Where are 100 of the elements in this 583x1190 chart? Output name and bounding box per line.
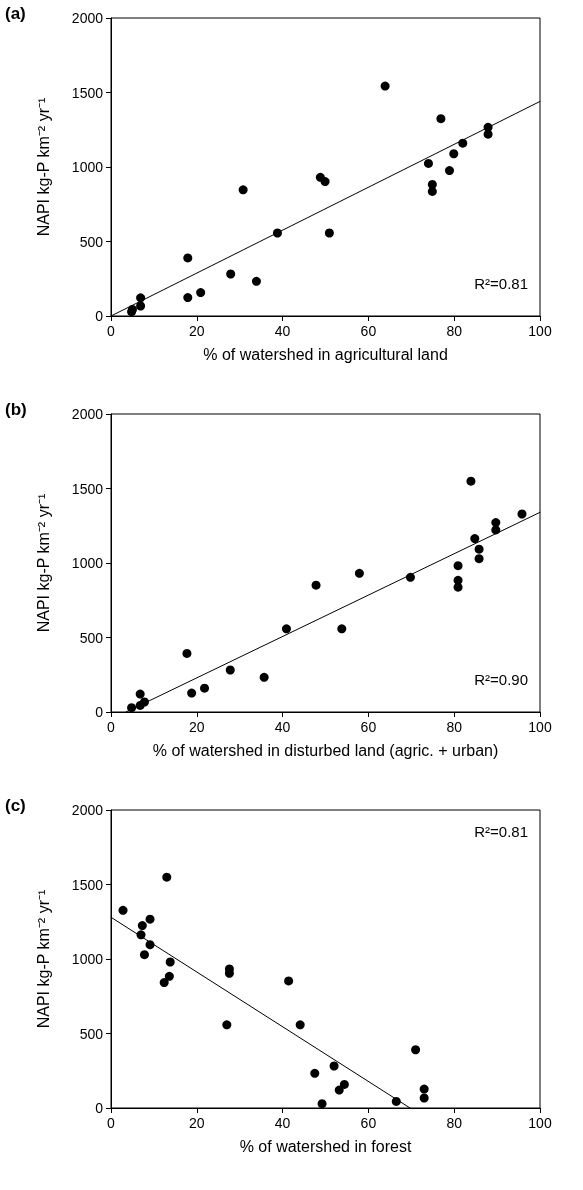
point (139, 950, 149, 960)
point (317, 1099, 327, 1109)
y-axis-title: NAPI kg-P km⁻² yr⁻¹ (34, 493, 52, 633)
y-tick-label: 0 (95, 308, 104, 324)
y-tick-label: 1500 (71, 480, 104, 497)
y-axis-title: NAPI kg-P km⁻² yr⁻¹ (34, 97, 52, 237)
y-tick-label: 1000 (71, 159, 104, 175)
point (419, 1084, 429, 1094)
point (165, 957, 175, 967)
x-axis-title: % of watershed in disturbed land (agric. + urban) (152, 741, 499, 759)
point (324, 228, 334, 238)
point (423, 158, 433, 168)
point (238, 185, 248, 195)
x-tick-label: 80 (446, 1115, 463, 1131)
point (187, 688, 197, 698)
point (127, 703, 137, 713)
annotation: R²=0.81 (474, 823, 529, 840)
chart-title: (b) (5, 400, 27, 419)
point (419, 1093, 429, 1103)
point (136, 293, 146, 303)
point (458, 138, 468, 148)
point (436, 114, 446, 124)
point (311, 580, 321, 590)
point (391, 1096, 401, 1106)
point (411, 1045, 421, 1055)
point (183, 293, 193, 303)
point (145, 940, 155, 950)
point (517, 509, 527, 519)
chart-title: (c) (5, 796, 26, 815)
point (164, 971, 174, 981)
y-tick-label: 0 (95, 1100, 104, 1116)
point (251, 276, 261, 286)
point (281, 624, 291, 634)
x-tick-label: 80 (446, 719, 463, 735)
y-tick-label: 1500 (71, 876, 104, 893)
y-tick-label: 2000 (71, 406, 104, 422)
point (159, 978, 169, 988)
y-tick-label: 2000 (71, 10, 104, 26)
point (337, 624, 347, 634)
point (491, 518, 501, 528)
point (339, 1079, 349, 1089)
x-tick-label: 100 (528, 719, 552, 735)
x-axis-title: % of watershed in forest (239, 1137, 412, 1155)
point (405, 572, 415, 582)
y-tick-label: 1000 (71, 555, 104, 571)
y-axis-title: NAPI kg-P km⁻² yr⁻¹ (34, 889, 52, 1029)
x-tick-label: 0 (107, 719, 116, 735)
point (259, 672, 269, 682)
x-tick-label: 60 (360, 323, 377, 339)
x-tick-label: 60 (360, 719, 377, 735)
point (136, 930, 146, 940)
point (329, 1061, 339, 1071)
y-tick-label: 1500 (71, 84, 104, 101)
point (200, 683, 210, 693)
x-tick-label: 0 (107, 323, 116, 339)
x-axis-title: % of watershed in agricultural land (203, 345, 448, 363)
point (334, 1085, 344, 1095)
point (183, 253, 193, 263)
point (474, 544, 484, 554)
point (118, 905, 128, 915)
point (196, 288, 206, 298)
point (466, 476, 476, 486)
chart-title: (a) (5, 4, 26, 23)
y-tick-label: 0 (95, 704, 104, 720)
x-tick-label: 20 (189, 1115, 205, 1131)
x-tick-label: 60 (360, 1115, 377, 1131)
point (320, 177, 330, 187)
annotation: R²=0.90 (474, 671, 529, 688)
point (380, 81, 390, 91)
point (491, 525, 501, 535)
y-tick-label: 1000 (71, 951, 104, 967)
annotation: R²=0.81 (474, 275, 529, 292)
x-tick-label: 40 (274, 323, 291, 339)
point (182, 648, 192, 658)
point (449, 149, 459, 159)
point (136, 301, 146, 311)
point (222, 1020, 232, 1030)
point (284, 976, 294, 986)
point (444, 166, 454, 176)
point (145, 914, 155, 924)
point (453, 561, 463, 571)
x-tick-label: 40 (274, 719, 291, 735)
x-tick-label: 40 (274, 1115, 291, 1131)
point (137, 921, 147, 931)
point (272, 228, 282, 238)
point (225, 665, 235, 675)
y-tick-label: 500 (79, 233, 104, 250)
point (474, 554, 484, 564)
point (470, 534, 480, 544)
point (295, 1020, 305, 1030)
y-tick-label: 2000 (71, 802, 104, 818)
point (354, 568, 364, 578)
y-tick-label: 500 (79, 1025, 104, 1042)
point (483, 129, 493, 139)
x-tick-label: 20 (189, 323, 205, 339)
point (226, 269, 236, 279)
x-tick-label: 100 (528, 323, 552, 339)
point (310, 1068, 320, 1078)
point (135, 689, 145, 699)
point (453, 582, 463, 592)
